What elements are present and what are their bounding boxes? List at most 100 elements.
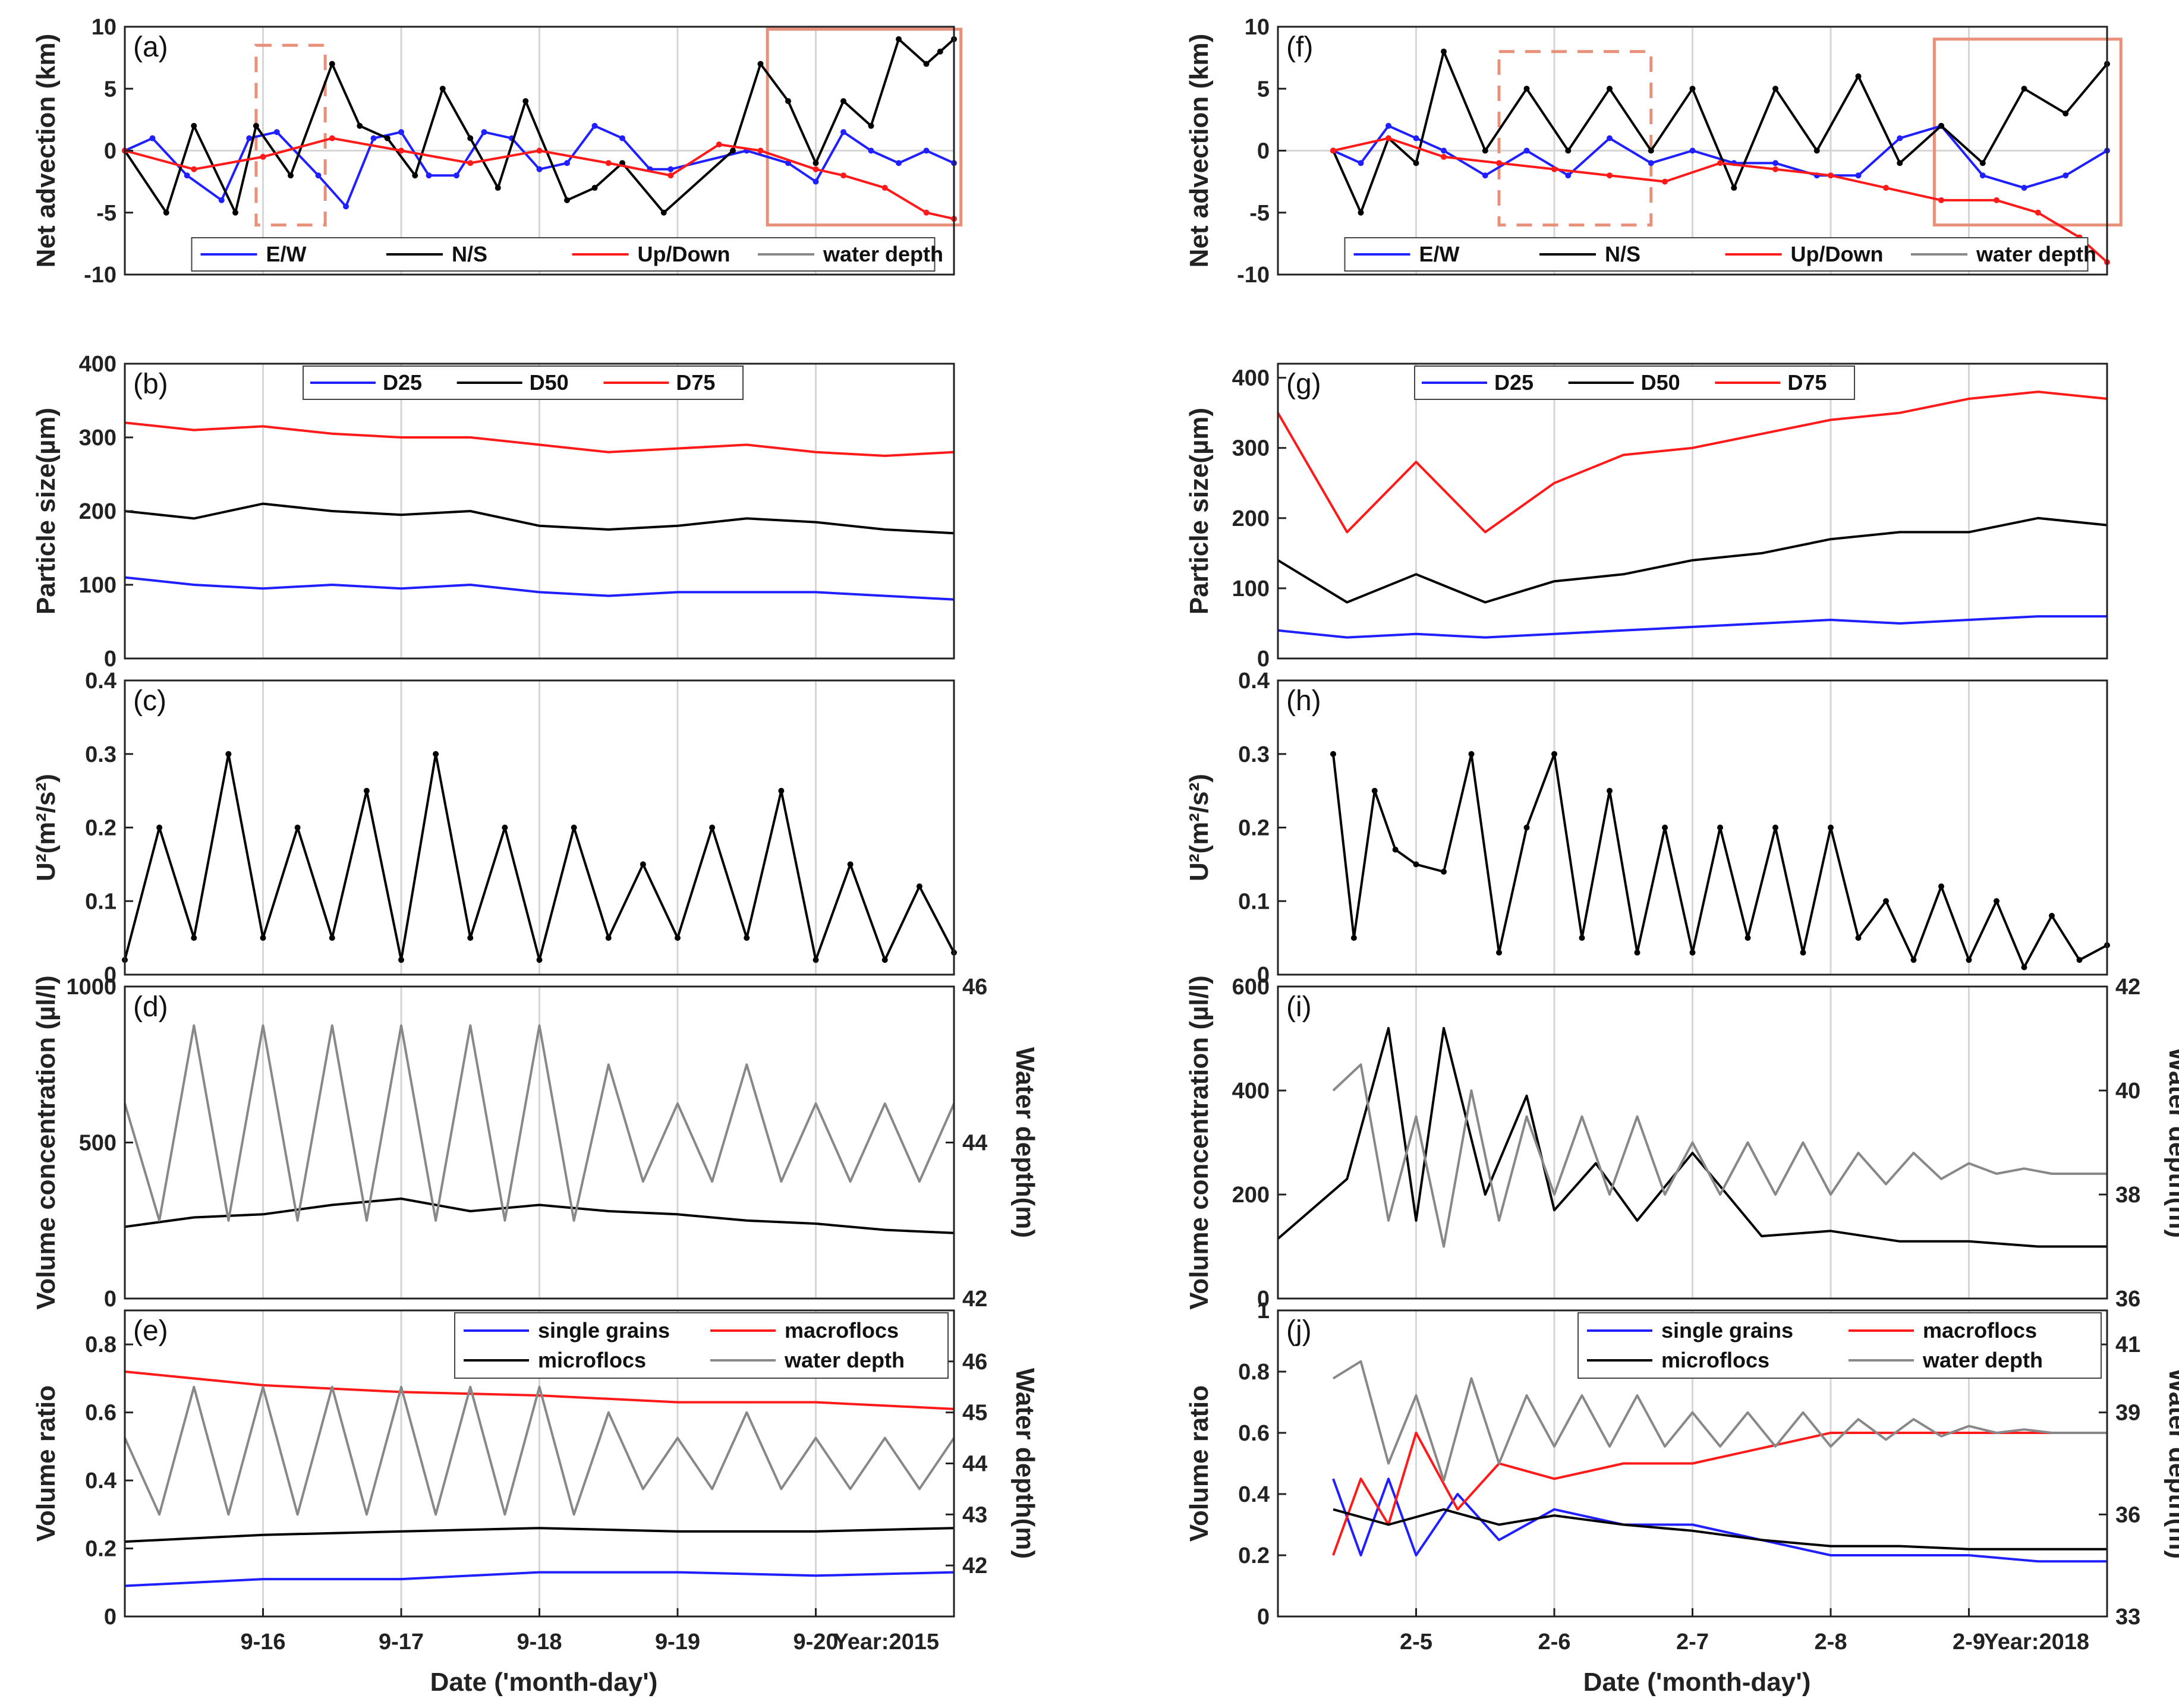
point-u-c [675,935,681,941]
ytick-label-a: 10 [92,15,116,40]
series-single-grains-e [124,1571,955,1587]
point-e-w-a [667,166,674,172]
series-up-down-f [1333,137,2108,263]
y2tick-label-d: 46 [962,975,987,1000]
point-u-h [1717,824,1723,831]
point-up-down-f [1330,147,1336,154]
legend-label-up-down-f: Up/Down [1791,242,1884,266]
axes-frame-g [1277,363,2108,660]
y2tick-label-d: 42 [962,1287,987,1312]
point-u-h [1800,949,1806,956]
series-up-down-a [124,137,955,220]
legend-e: single grains macroflocs microflocs water d… [454,1312,949,1379]
panel-letter-b: (b) [133,368,168,400]
point-up-down-f [1772,166,1778,172]
point-up-down-f [1938,197,1944,203]
point-e-w-a [619,135,625,141]
point-n-s-a [439,86,446,92]
point-u-c [294,824,301,831]
point-u-h [1607,787,1613,794]
point-u-c [502,824,508,831]
point-u-c [709,824,716,831]
ytick-label-e: 0.2 [85,1537,116,1562]
point-e-w-a [536,166,543,172]
legend-label-macroflocs-e: macroflocs [785,1318,899,1343]
point-u-h [1392,846,1399,853]
point-n-s-a [288,172,294,179]
ytick-label-b: 400 [79,352,116,377]
point-e-w-f [1648,160,1654,166]
point-e-w-a [868,147,874,154]
point-n-s-a [412,172,418,179]
point-n-s-a [163,209,169,216]
point-u-h [1689,949,1696,956]
legend-label-d75-b: D75 [676,370,715,395]
x-axis-label-left: Date ('month-day') [430,1668,658,1697]
legend-label-n-s-f: N/S [1605,242,1640,266]
ytick-label-d: 1000 [66,975,116,1000]
point-e-w-a [218,197,225,203]
point-n-s-f [1897,160,1903,166]
series-d50-b [124,502,955,535]
point-up-down-a [813,166,819,172]
point-u-c [363,787,370,794]
ytick-label-b: 0 [104,647,116,672]
xtick-label-e: 9-17 [379,1630,424,1655]
legend-label-d75-g: D75 [1787,370,1827,395]
ytick-label-e: 0 [104,1605,116,1630]
ytick-label-a: 0 [104,139,116,164]
point-n-s-a [191,122,197,129]
point-up-down-f [1441,153,1447,160]
point-up-down-a [667,172,674,179]
point-e-w-f [1855,172,1862,179]
point-up-down-a [260,153,266,160]
series-microflocs-j [1333,1508,2107,1551]
point-up-down-a [329,135,335,141]
series-water-depth-j [1332,1360,2107,1482]
point-u-h [1330,751,1336,757]
point-e-w-f [1689,147,1696,154]
point-u-c [260,935,266,941]
point-n-s-a [384,135,391,141]
ytick-label-i: 400 [1232,1079,1270,1104]
point-u-c [813,957,819,963]
point-u-c [467,935,474,941]
point-n-s-f [1772,86,1778,92]
ytick-label-c: 0.3 [85,742,116,767]
series-water-depth-d [124,1024,955,1222]
point-up-down-f [1386,135,1391,141]
legend-label-water-depth-f: water depth [1976,242,2096,266]
series-u-h [1332,752,2108,969]
ytick-label-f: 0 [1257,139,1270,164]
point-up-down-a [398,147,404,154]
y2tick-label-e: 45 [962,1401,987,1426]
point-e-w-a [246,135,253,141]
point-n-s-f [1979,160,1986,166]
point-up-down-f [1607,172,1613,179]
ytick-label-f: -10 [1237,263,1270,288]
point-u-c [536,957,543,963]
point-e-w-f [1607,135,1613,141]
point-e-w-a [315,172,322,179]
point-n-s-a [813,160,819,166]
series-d25-g [1277,615,2107,639]
ytick-label-e: 0.8 [85,1332,116,1357]
legend-label-single-grains-j: single grains [1661,1318,1793,1343]
ytick-label-g: 400 [1232,366,1270,391]
ytick-label-a: -5 [96,201,116,226]
legend-b: D25 D50 D75 [303,365,744,400]
point-n-s-f [1523,86,1530,92]
point-e-w-f [1772,160,1778,166]
panel-letter-h: (h) [1286,685,1321,717]
point-up-down-a [840,172,846,179]
point-n-s-a [357,122,363,129]
point-e-w-a [840,129,846,135]
point-e-w-f [1413,135,1419,141]
xtick-label-j: 2-9 [1953,1630,1985,1655]
point-n-s-f [1441,48,1447,55]
point-n-s-a [785,98,791,105]
point-n-s-f [2021,86,2027,92]
xtick-label-e: 9-16 [240,1630,285,1655]
ytick-label-f: 5 [1257,77,1270,102]
point-e-w-f [1441,147,1447,154]
